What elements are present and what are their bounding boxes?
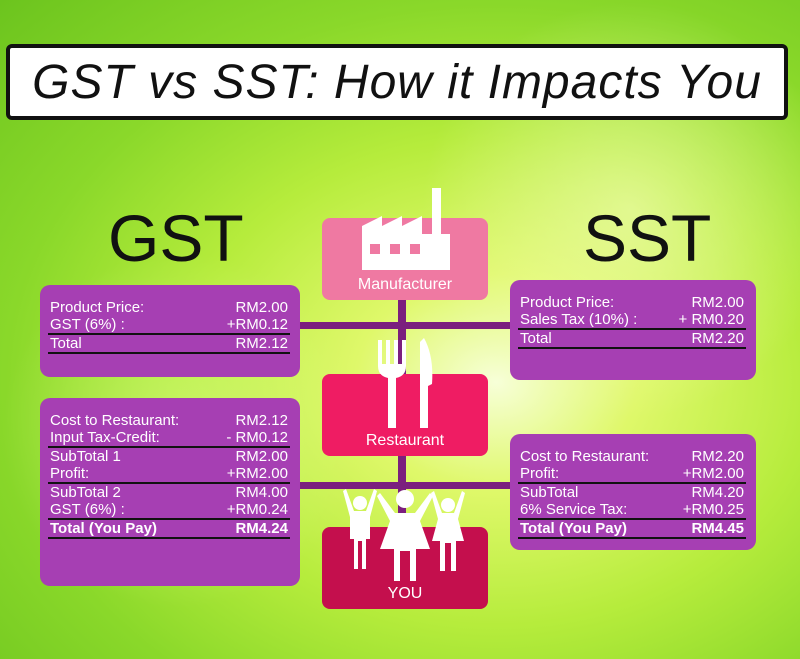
panel-row: Total RM2.12 bbox=[48, 335, 290, 354]
panel-row: Profit: +RM2.00 bbox=[48, 465, 290, 484]
factory-icon bbox=[362, 188, 450, 270]
gst-heading: GST bbox=[108, 201, 244, 275]
panel-row: Total (You Pay) RM4.45 bbox=[518, 520, 746, 539]
panel-row: GST (6%) : +RM0.24 bbox=[48, 501, 290, 520]
panel-row: Total (You Pay) RM4.24 bbox=[48, 520, 290, 539]
you-node: YOU bbox=[322, 489, 488, 609]
fork-knife-icon bbox=[378, 338, 433, 428]
panel-row: Profit: +RM2.00 bbox=[518, 465, 746, 484]
panel-row: Product Price: RM2.00 bbox=[520, 294, 744, 311]
sst-manufacturer-panel: Product Price: RM2.00 Sales Tax (10%) : + … bbox=[510, 280, 756, 380]
manufacturer-node: Manufacturer bbox=[322, 188, 488, 300]
panel-row: Total RM2.20 bbox=[518, 330, 746, 349]
title-banner: GST vs SST: How it Impacts You bbox=[6, 44, 788, 120]
manufacturer-label: Manufacturer bbox=[357, 276, 453, 293]
panel-row: GST (6%) : +RM0.12 bbox=[48, 316, 290, 335]
panel-row: Cost to Restaurant: RM2.20 bbox=[520, 448, 744, 465]
connector-line bbox=[298, 322, 512, 329]
restaurant-node: Restaurant bbox=[322, 338, 488, 456]
connector-line bbox=[398, 298, 406, 376]
gst-restaurant-panel: Cost to Restaurant: RM2.12 Input Tax-Cred… bbox=[40, 398, 300, 586]
page-title: GST vs SST: How it Impacts You bbox=[32, 55, 762, 109]
panel-row: Sales Tax (10%) : + RM0.20 bbox=[518, 311, 746, 330]
sst-heading: SST bbox=[583, 201, 712, 275]
panel-row: SubTotal 2 RM4.00 bbox=[50, 484, 288, 501]
connector-line bbox=[298, 482, 512, 489]
sst-restaurant-panel: Cost to Restaurant: RM2.20 Profit: +RM2.00… bbox=[510, 434, 756, 550]
panel-row: Input Tax-Credit: - RM0.12 bbox=[48, 429, 290, 448]
panel-row: SubTotal RM4.20 bbox=[520, 484, 744, 501]
gst-manufacturer-panel: Product Price: RM2.00 GST (6%) : +RM0.12 T… bbox=[40, 285, 300, 377]
family-icon bbox=[343, 489, 465, 581]
panel-row: 6% Service Tax: +RM0.25 bbox=[518, 501, 746, 520]
you-label: YOU bbox=[387, 585, 423, 602]
panel-row: Cost to Restaurant: RM2.12 bbox=[50, 412, 288, 429]
panel-row: Product Price: RM2.00 bbox=[50, 299, 288, 316]
restaurant-label: Restaurant bbox=[365, 432, 445, 449]
panel-row: SubTotal 1 RM2.00 bbox=[50, 448, 288, 465]
